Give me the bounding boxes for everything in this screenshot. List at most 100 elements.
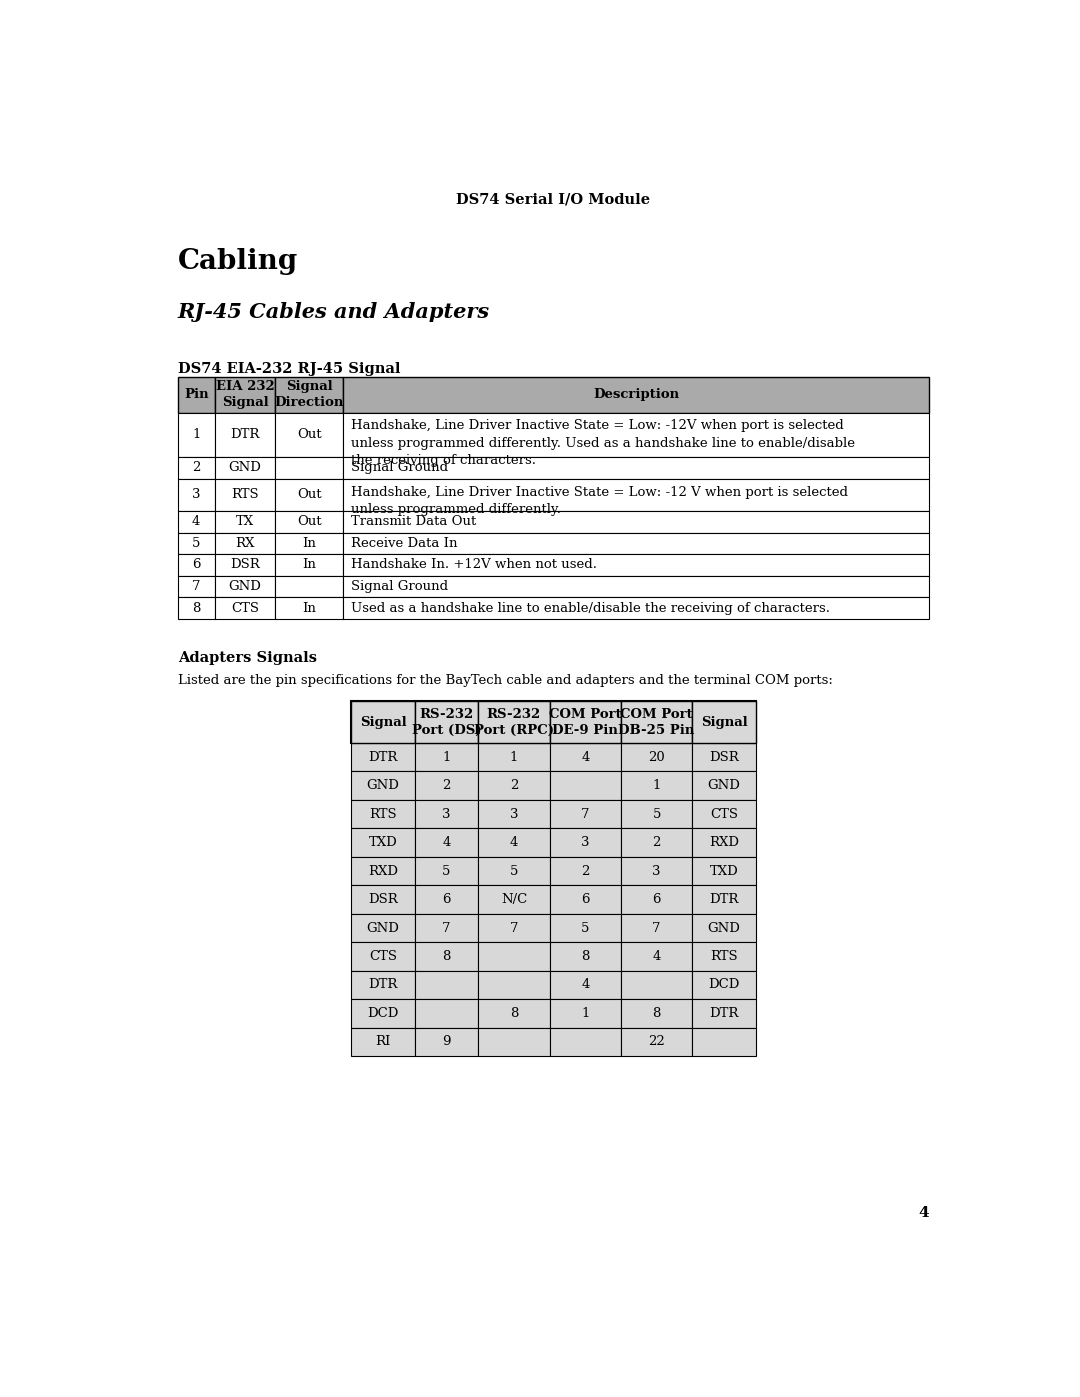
Bar (550, 743, 621, 771)
Bar (351, 800, 415, 828)
Text: 2: 2 (443, 780, 450, 792)
Text: 20: 20 (648, 750, 665, 764)
Bar (177, 576, 215, 598)
Bar (550, 914, 621, 942)
Bar (351, 771, 415, 800)
Bar (621, 999, 692, 1028)
Text: Handshake In. +12V when not used.: Handshake In. +12V when not used. (351, 559, 597, 571)
Text: 2: 2 (581, 865, 590, 877)
Bar (177, 412, 215, 457)
Bar (415, 886, 478, 914)
Bar (275, 457, 343, 479)
Text: 1: 1 (652, 780, 661, 792)
Bar (415, 1028, 478, 1056)
Bar (692, 743, 756, 771)
Bar (275, 555, 343, 576)
Bar (215, 479, 275, 511)
Bar (343, 479, 930, 511)
Bar (415, 942, 478, 971)
Bar (351, 942, 415, 971)
Text: 6: 6 (652, 893, 661, 907)
Text: RXD: RXD (368, 865, 399, 877)
Text: 9: 9 (443, 1035, 450, 1049)
Bar (177, 479, 215, 511)
Text: DSR: DSR (368, 893, 397, 907)
Text: DSR: DSR (710, 750, 739, 764)
Text: DCD: DCD (708, 978, 740, 992)
Bar (550, 999, 621, 1028)
Text: Handshake, Line Driver Inactive State = Low: -12V when port is selected
unless p: Handshake, Line Driver Inactive State = … (351, 419, 855, 468)
Bar (621, 828, 692, 856)
Text: 7: 7 (581, 807, 590, 820)
Text: COM Port
DE-9 Pin: COM Port DE-9 Pin (549, 707, 622, 736)
Text: 6: 6 (192, 559, 201, 571)
Bar (351, 701, 415, 743)
Text: 8: 8 (443, 950, 450, 963)
Bar (215, 457, 275, 479)
Text: In: In (302, 559, 316, 571)
Bar (275, 479, 343, 511)
Text: 5: 5 (443, 865, 450, 877)
Text: Signal: Signal (701, 715, 747, 729)
Bar (351, 1028, 415, 1056)
Text: 7: 7 (510, 922, 518, 935)
Bar (478, 942, 550, 971)
Text: Signal Ground: Signal Ground (351, 580, 448, 592)
Text: RTS: RTS (369, 807, 396, 820)
Bar (621, 971, 692, 999)
Text: Handshake, Line Driver Inactive State = Low: -12 V when port is selected
unless : Handshake, Line Driver Inactive State = … (351, 486, 848, 515)
Bar (478, 828, 550, 856)
Bar (692, 999, 756, 1028)
Text: 2: 2 (652, 835, 661, 849)
Bar (177, 598, 215, 619)
Text: GND: GND (707, 922, 741, 935)
Bar (692, 800, 756, 828)
Bar (478, 914, 550, 942)
Bar (478, 743, 550, 771)
Bar (550, 886, 621, 914)
Bar (415, 971, 478, 999)
Text: 6: 6 (581, 893, 590, 907)
Bar (550, 1028, 621, 1056)
Bar (215, 532, 275, 555)
Bar (478, 800, 550, 828)
Bar (415, 999, 478, 1028)
Text: 2: 2 (192, 461, 201, 475)
Bar (550, 800, 621, 828)
Text: Signal Ground: Signal Ground (351, 461, 448, 475)
Text: 4: 4 (652, 950, 661, 963)
Bar (177, 457, 215, 479)
Text: 2: 2 (510, 780, 518, 792)
Text: DS74 Serial I/O Module: DS74 Serial I/O Module (457, 193, 650, 207)
Bar (275, 377, 343, 412)
Text: CTS: CTS (231, 602, 259, 615)
Text: 6: 6 (443, 893, 450, 907)
Bar (621, 743, 692, 771)
Text: DTR: DTR (230, 429, 259, 441)
Text: Pin: Pin (184, 388, 208, 401)
Text: 4: 4 (581, 750, 590, 764)
Text: 8: 8 (581, 950, 590, 963)
Bar (621, 914, 692, 942)
Bar (415, 743, 478, 771)
Text: In: In (302, 602, 316, 615)
Text: 4: 4 (510, 835, 518, 849)
Bar (343, 511, 930, 532)
Text: Receive Data In: Receive Data In (351, 536, 458, 550)
Text: 3: 3 (192, 489, 201, 502)
Bar (621, 1028, 692, 1056)
Bar (351, 886, 415, 914)
Bar (415, 771, 478, 800)
Text: RX: RX (235, 536, 255, 550)
Bar (275, 598, 343, 619)
Bar (621, 800, 692, 828)
Bar (343, 377, 930, 412)
Bar (692, 971, 756, 999)
Text: Listed are the pin specifications for the BayTech cable and adapters and the ter: Listed are the pin specifications for th… (177, 675, 833, 687)
Bar (343, 412, 930, 457)
Text: 1: 1 (192, 429, 201, 441)
Text: DSR: DSR (230, 559, 260, 571)
Bar (177, 532, 215, 555)
Text: 5: 5 (192, 536, 201, 550)
Bar (343, 532, 930, 555)
